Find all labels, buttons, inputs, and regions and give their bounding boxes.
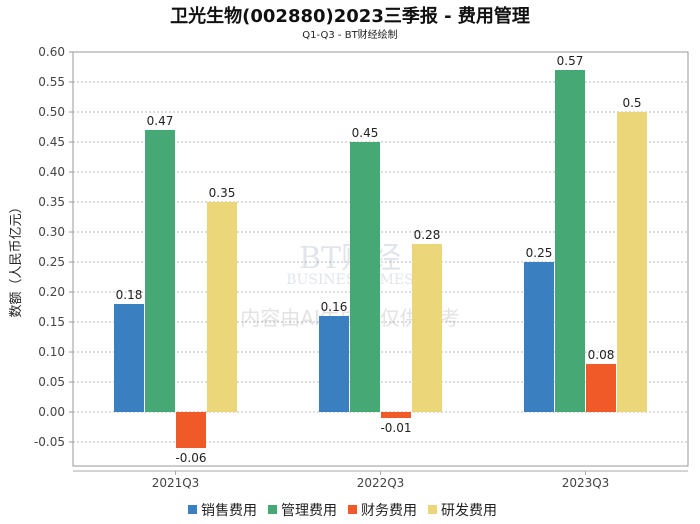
y-tick-label: 0.30	[38, 225, 65, 239]
y-tick-label: 0.45	[38, 135, 65, 149]
y-tick-label: -0.05	[34, 435, 65, 449]
legend-swatch	[188, 505, 197, 514]
x-tick-label: 2022Q3	[357, 476, 405, 490]
bar	[207, 202, 237, 412]
data-label: 0.25	[526, 246, 553, 260]
legend-label: 管理费用	[281, 503, 337, 519]
plot-frame	[72, 51, 689, 467]
y-tick-label: 0.40	[38, 165, 65, 179]
bar	[176, 412, 206, 448]
x-tick-label: 2023Q3	[562, 476, 610, 490]
data-label: 0.16	[321, 300, 348, 314]
data-label: -0.06	[175, 451, 206, 465]
y-tick-label: 0.25	[38, 255, 65, 269]
y-tick-label: 0.00	[38, 405, 65, 419]
bar	[145, 130, 175, 412]
data-label: 0.47	[147, 114, 174, 128]
y-tick-label: 0.20	[38, 285, 65, 299]
legend-label: 财务费用	[361, 503, 417, 519]
data-label: 0.08	[588, 348, 615, 362]
legend-label: 销售费用	[201, 503, 257, 519]
y-tick-label: 0.10	[38, 345, 65, 359]
bar	[617, 112, 647, 412]
bar	[412, 244, 442, 412]
y-tick-label: 0.55	[38, 75, 65, 89]
y-tick-label: 0.50	[38, 105, 65, 119]
bar	[319, 316, 349, 412]
y-tick-label: 0.60	[38, 45, 65, 59]
legend-swatch	[428, 505, 437, 514]
bar	[350, 142, 380, 412]
bar	[381, 412, 411, 418]
bar	[586, 364, 616, 412]
x-tick-label: 2021Q3	[152, 476, 200, 490]
y-tick-label: 0.15	[38, 315, 65, 329]
y-axis-label: 数额（人民币亿元）	[9, 200, 24, 317]
chart-subtitle: Q1-Q3 - BT财经绘制	[302, 28, 397, 41]
y-tick-label: 0.35	[38, 195, 65, 209]
data-label: 0.28	[414, 228, 441, 242]
bar	[555, 70, 585, 412]
chart-title: 卫光生物(002880)2023三季报 - 费用管理	[170, 5, 530, 27]
data-label: -0.01	[380, 421, 411, 435]
bar	[524, 262, 554, 412]
y-tick-label: 0.05	[38, 375, 65, 389]
data-label: 0.57	[557, 54, 584, 68]
legend-swatch	[348, 505, 357, 514]
data-label: 0.18	[116, 288, 143, 302]
legend-swatch	[268, 505, 277, 514]
data-label: 0.5	[622, 96, 641, 110]
data-label: 0.35	[209, 186, 236, 200]
data-label: 0.45	[352, 126, 379, 140]
legend-label: 研发费用	[441, 503, 497, 519]
bar	[114, 304, 144, 412]
